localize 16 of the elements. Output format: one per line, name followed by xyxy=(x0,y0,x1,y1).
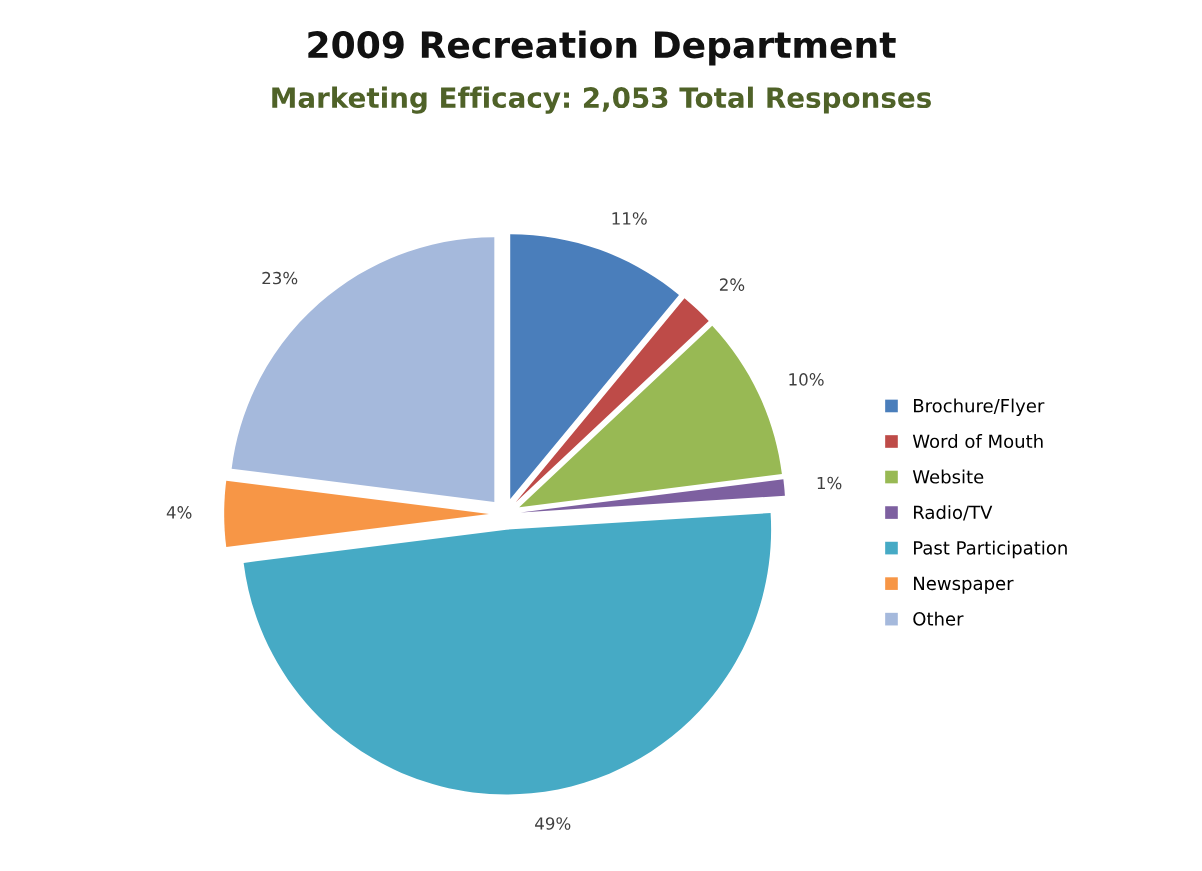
chart-title: 2009 Recreation Department xyxy=(308,30,896,66)
data-label: 23% xyxy=(262,271,298,285)
legend-label: Website xyxy=(912,469,984,484)
chart-subtitle: Marketing Efficacy: 2,053 Total Responses xyxy=(272,86,931,114)
data-label: 49% xyxy=(535,817,571,830)
legend-label: Other xyxy=(913,611,964,626)
legend-label: Brochure/Flyer xyxy=(914,398,1045,417)
data-label: 11% xyxy=(612,212,647,225)
legend-label: Newspaper xyxy=(914,576,1014,594)
legend-label: Radio/TV xyxy=(914,505,993,521)
data-label: 4% xyxy=(166,506,192,519)
legend-label: Word of Mouth xyxy=(912,434,1043,449)
data-label: 1% xyxy=(817,476,842,490)
data-label: 2% xyxy=(719,278,745,291)
legend-label: Past Participation xyxy=(914,540,1067,559)
data-label: 10% xyxy=(789,373,824,386)
